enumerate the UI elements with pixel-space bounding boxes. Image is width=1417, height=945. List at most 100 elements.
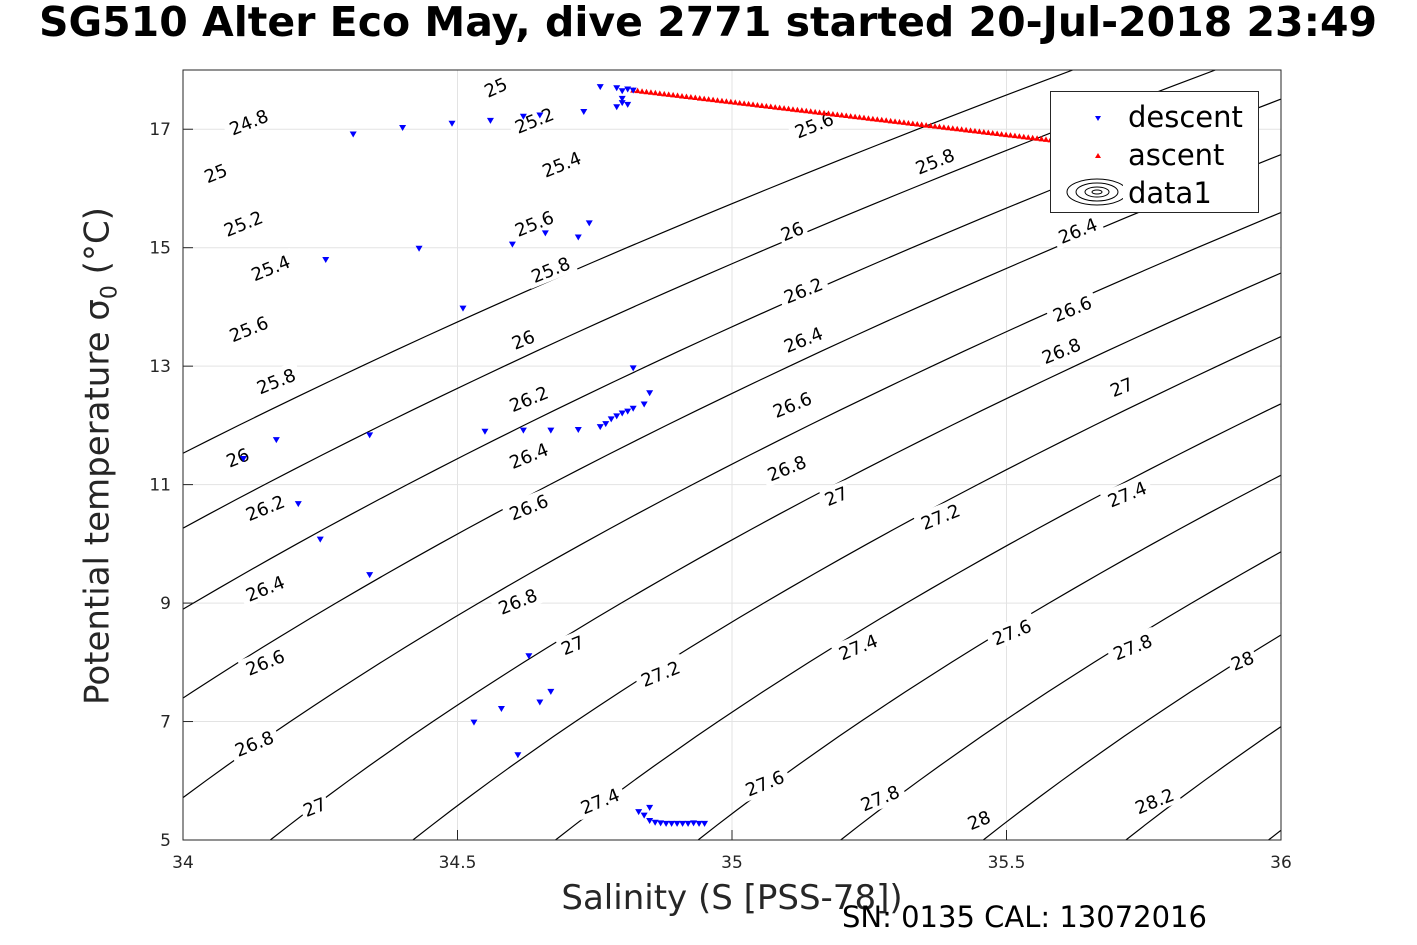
ascent-point: [656, 90, 663, 96]
contour-label: 26: [505, 323, 541, 355]
density-contour-line: [982, 634, 1281, 840]
ascent-point: [776, 104, 783, 111]
descent-point: [651, 819, 659, 826]
ascent-point: [936, 123, 943, 130]
ascent-point: [1038, 135, 1045, 142]
ascent-point: [1011, 132, 1018, 139]
y-tick-label: 5: [160, 831, 171, 851]
descent-point: [690, 820, 698, 827]
y-axis-label: Potential temperature σ0 (°C): [78, 207, 123, 705]
contour-label: 26.2: [775, 270, 831, 310]
contour-label: 25.8: [907, 141, 963, 181]
contour-label-text: 25.2: [512, 104, 557, 138]
ascent-point: [639, 88, 646, 94]
descent-point: [508, 241, 516, 248]
contour-label: 28: [961, 804, 996, 836]
contour-label-text: 26.8: [765, 452, 810, 486]
ascent-point: [785, 105, 792, 112]
descent-point: [272, 437, 280, 444]
contour-label-text: 26.4: [1056, 214, 1101, 248]
ascent-point: [896, 118, 903, 125]
contour-label: 27.8: [852, 778, 908, 818]
contour-label: 27.6: [984, 612, 1039, 652]
legend-label-data1: data1: [1128, 176, 1212, 210]
ascent-point: [825, 110, 832, 116]
ascent-point: [816, 109, 823, 115]
ascent-point: [789, 106, 796, 112]
contour-label: 26.6: [764, 384, 820, 424]
ascent-point: [763, 103, 770, 109]
legend-label-ascent: ascent: [1128, 138, 1225, 172]
ascent-point: [674, 92, 681, 98]
ascent-point: [927, 122, 934, 129]
descent-point: [349, 131, 357, 138]
descent-point: [640, 401, 648, 408]
descent-point: [536, 112, 544, 119]
grid-lines: [182, 70, 1282, 841]
ascent-point: [909, 120, 916, 126]
ascent-point: [687, 94, 694, 100]
x-tick-label: 34.5: [439, 853, 477, 873]
descent-point: [646, 817, 654, 824]
ascent-point: [723, 98, 730, 104]
contour-label: 26.8: [1033, 330, 1089, 370]
ascent-point: [718, 97, 725, 104]
ascent-point: [958, 126, 965, 132]
ascent-point: [945, 124, 952, 131]
ascent-point: [838, 112, 845, 118]
ascent-point: [803, 107, 810, 114]
descent-point: [618, 100, 626, 107]
descent-point: [596, 84, 604, 91]
y-tick-label: 17: [149, 120, 171, 140]
ascent-point: [989, 130, 996, 136]
contour-label: 27: [1104, 371, 1139, 403]
ascent-point: [967, 127, 974, 133]
density-contour-line: [183, 70, 1075, 454]
y-tick-label: 13: [149, 357, 171, 377]
descent-point: [239, 456, 247, 463]
ascent-point: [679, 92, 686, 99]
ascent-point: [683, 93, 690, 99]
contour-label-text: 26.6: [770, 388, 815, 422]
x-axis-label: Salinity (S [PSS-78]): [561, 878, 903, 918]
ascent-point: [954, 125, 961, 132]
descent-point: [657, 820, 665, 827]
contour-label: 27.6: [737, 763, 792, 803]
ascent-point: [883, 117, 890, 123]
contour-label: 26.8: [490, 581, 545, 621]
descent-point: [596, 424, 604, 431]
descent-point: [448, 120, 456, 127]
ascent-point: [985, 129, 992, 135]
contour-label: 26.4: [1050, 210, 1105, 250]
descent-point: [629, 365, 637, 372]
y-axis-ticks: 5 7 9 11 13 15 17: [149, 120, 193, 851]
x-tick-label: 36: [1270, 853, 1292, 873]
y-tick-label: 15: [149, 239, 171, 259]
contour-label-text: 27.4: [836, 631, 881, 665]
descent-point: [399, 124, 407, 131]
ascent-point: [758, 102, 765, 108]
descent-point: [607, 416, 615, 423]
descent-point: [684, 820, 692, 827]
ascent-point: [852, 113, 859, 120]
descent-point: [629, 87, 637, 94]
ascent-point: [932, 123, 939, 129]
ascent-point: [1007, 132, 1014, 138]
x-tick-label: 35: [721, 853, 743, 873]
contour-label-text: 26.4: [507, 439, 552, 473]
contour-label: 25.2: [215, 203, 271, 243]
contour-label: 26.4: [775, 319, 831, 359]
contour-label-text: 26.8: [232, 727, 277, 761]
contour-label: 25: [198, 157, 233, 189]
descent-point: [541, 230, 549, 237]
descent-series: [239, 84, 709, 827]
descent-point: [322, 257, 330, 264]
contour-label-text: 27.4: [1105, 478, 1150, 512]
contour-label: 27.4: [1099, 474, 1155, 514]
contour-label: 26.8: [226, 723, 282, 763]
density-contour-line: [1375, 40, 1417, 869]
contour-ellipses-icon: [1066, 178, 1123, 206]
ascent-point: [1034, 135, 1041, 141]
y-tick-label: 7: [160, 713, 171, 733]
